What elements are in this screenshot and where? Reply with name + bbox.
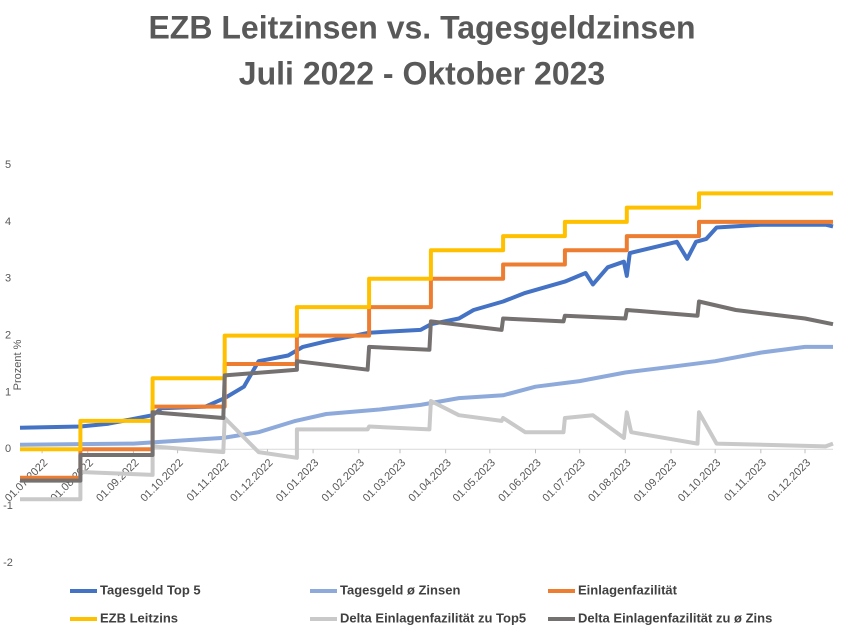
legend-label: Delta Einlagenfazilität zu ø Zins	[578, 610, 772, 625]
legend-label: Tagesgeld Top 5	[100, 582, 201, 597]
y-tick-label: 3	[5, 273, 11, 285]
chart-title: EZB Leitzinsen vs. Tagesgeldzinsen	[148, 9, 695, 45]
x-tick-label: 01.06.2023	[496, 457, 543, 504]
y-tick-label: 0	[5, 443, 11, 455]
y-tick-label: 2	[5, 329, 11, 341]
x-tick-label: 01.11.2022	[185, 457, 232, 504]
x-tick-label: 01.01.2023	[274, 457, 321, 504]
x-tick-label: 01.03.2023	[361, 457, 408, 504]
y-tick-label: 1	[5, 386, 11, 398]
y-tick-label: 4	[5, 216, 11, 228]
legend-label: Delta Einlagenfazilität zu Top5	[340, 610, 526, 625]
series-line	[20, 299, 834, 483]
series-line	[20, 191, 833, 452]
chart-title: Juli 2022 - Oktober 2023	[239, 55, 605, 91]
x-tick-label: 01.12.2023	[766, 457, 813, 504]
series-line	[20, 399, 834, 502]
x-tick-label: 01.09.2022	[94, 457, 141, 504]
y-tick-label: -1	[3, 500, 13, 512]
x-tick-label: 01.09.2023	[632, 457, 679, 504]
x-tick-label: 01.10.2023	[676, 457, 723, 504]
y-axis-label: Prozent %	[12, 339, 24, 390]
x-tick-label: 01.11.2023	[722, 457, 769, 504]
legend-label: EZB Leitzins	[100, 610, 178, 625]
x-tick-label: 01.10.2022	[138, 457, 185, 504]
x-tick-label: 01.05.2023	[451, 457, 498, 504]
x-tick-label: 01.02.2023	[320, 457, 367, 504]
legend-label: Tagesgeld ø Zinsen	[340, 582, 460, 597]
x-tick-label: 01.12.2022	[228, 457, 275, 504]
series-line	[19, 222, 834, 430]
x-tick-label: 01.04.2023	[406, 457, 453, 504]
y-tick-label: 5	[5, 159, 11, 171]
x-tick-label: 01.08.2023	[586, 457, 633, 504]
legend-label: Einlagenfazilität	[578, 582, 678, 597]
y-tick-label: -2	[3, 557, 13, 569]
x-tick-label: 01.07.2023	[540, 457, 587, 504]
